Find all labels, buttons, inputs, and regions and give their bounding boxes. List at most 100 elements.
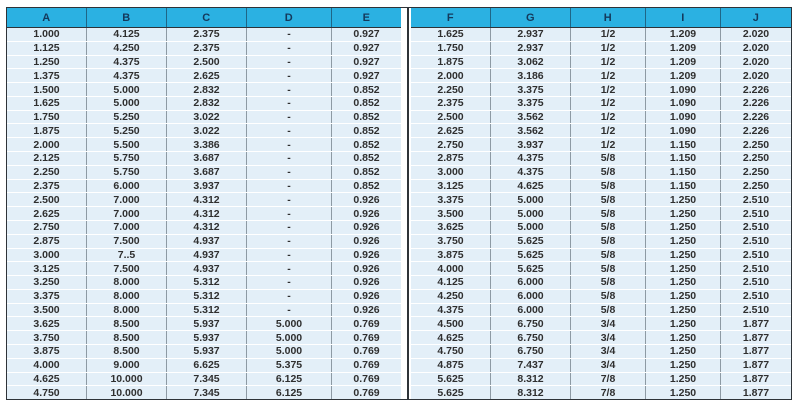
- table-cell-i: 1.250: [645, 317, 720, 331]
- table-cell-a: 3.375: [33, 290, 60, 303]
- table-row: 2.750 7.000 4.312-0.926: [7, 220, 401, 235]
- table-cell-d: -: [246, 262, 331, 276]
- table-cell-j: 2.250: [720, 165, 791, 179]
- table-cell-i: 1.150: [645, 138, 720, 152]
- table-cell-h: 1/2: [570, 41, 645, 55]
- table-cell-e: 0.852: [331, 96, 401, 110]
- table-cell-f: 3.625: [437, 221, 464, 234]
- table-cell-c: 3.937: [166, 179, 246, 193]
- table-row: 3.000 4.375 5/8 1.150 2.250: [411, 165, 791, 180]
- table-cell-h: 3/4: [570, 344, 645, 358]
- table-cell-g: 5.625: [490, 262, 570, 276]
- table-cell-h: 5/8: [570, 207, 645, 220]
- table-row: 3.750 5.625 5/8 1.250 2.510: [411, 234, 791, 249]
- table-row: 5.625 8.312 7/8 1.250 1.877: [411, 372, 791, 387]
- table-cell-c: 7.345: [166, 386, 246, 400]
- table-cell-e: 0.927: [331, 41, 401, 55]
- table-cell-c: 4.937: [166, 262, 246, 276]
- table-cell-b: 7.500: [86, 262, 166, 276]
- table-cell-g: 5.000: [490, 193, 570, 207]
- table-cell-a: 1.250: [33, 55, 60, 68]
- table-cell-c: 3.687: [166, 152, 246, 165]
- table-row: 3.375 8.000 5.312-0.926: [7, 289, 401, 304]
- table-cell-g: 3.375: [490, 96, 570, 110]
- table-cell-d: 5.000: [246, 344, 331, 358]
- table-cell-j: 2.020: [720, 55, 791, 69]
- table-cell-b: 7.000: [86, 220, 166, 234]
- table-cell-d: 5.375: [246, 358, 331, 372]
- table-cell-b: 4.250: [86, 41, 166, 55]
- table-body-right: 1.625 2.937 1/2 1.209 2.020 1.750 2.937 1/2 1.20…: [411, 28, 791, 400]
- table-cell-c: 3.386: [166, 138, 246, 152]
- table-cell-a: 1.125: [33, 42, 60, 55]
- table-cell-h: 5/8: [570, 289, 645, 303]
- table-cell-c: 6.625: [166, 358, 246, 372]
- table-cell-d: 6.125: [246, 372, 331, 386]
- table-cell-g: 4.625: [490, 179, 570, 193]
- table-cell-a: 2.625: [33, 207, 60, 220]
- table-cell-h: 1/2: [570, 124, 645, 138]
- table-cell-h: 7/8: [570, 386, 645, 400]
- table-cell-b: 7..5: [86, 248, 166, 262]
- table-cell-h: 3/4: [570, 358, 645, 372]
- table-cell-i: 1.250: [645, 248, 720, 262]
- table-cell-f: 4.875: [437, 359, 464, 372]
- table-cell-i: 1.209: [645, 41, 720, 55]
- table-center-divider-line: [407, 8, 409, 399]
- table-cell-a: 1.750: [33, 111, 60, 124]
- table-row: 2.625 3.562 1/2 1.090 2.226: [411, 124, 791, 139]
- table-row: 4.000 5.625 5/8 1.250 2.510: [411, 262, 791, 277]
- table-row: 4.750 10.000 7.345 6.125 0.769: [7, 386, 401, 400]
- table-cell-i: 1.090: [645, 83, 720, 96]
- column-header-i: I: [645, 8, 720, 27]
- table-cell-h: 5/8: [570, 234, 645, 248]
- table-cell-f: 3.375: [437, 193, 464, 206]
- table-cell-d: -: [246, 207, 331, 220]
- table-cell-d: -: [246, 179, 331, 193]
- column-header-a: A: [42, 11, 51, 24]
- table-cell-g: 5.625: [490, 248, 570, 262]
- table-cell-e: 0.927: [331, 55, 401, 69]
- table-cell-c: 5.937: [166, 317, 246, 331]
- table-cell-e: 0.926: [331, 262, 401, 276]
- table-cell-h: 1/2: [570, 96, 645, 110]
- table-cell-g: 8.312: [490, 372, 570, 386]
- table-cell-j: 2.510: [720, 289, 791, 303]
- table-cell-b: 7.000: [86, 193, 166, 207]
- table-cell-f: 2.250: [437, 83, 464, 96]
- table-cell-c: 4.312: [166, 207, 246, 220]
- table-cell-j: 2.510: [720, 193, 791, 207]
- table-cell-c: 2.625: [166, 69, 246, 83]
- table-cell-g: 6.750: [490, 317, 570, 331]
- table-cell-a: 2.000: [33, 138, 60, 151]
- table-row: 3.500 8.000 5.312-0.926: [7, 303, 401, 318]
- table-row: 3.500 5.000 5/8 1.250 2.510: [411, 207, 791, 221]
- table-cell-d: -: [246, 55, 331, 69]
- table-row: 2.625 7.000 4.312-0.926: [7, 207, 401, 221]
- table-cell-f: 5.625: [437, 386, 464, 399]
- table-cell-b: 4.375: [86, 69, 166, 83]
- table-cell-e: 0.769: [331, 344, 401, 358]
- table-cell-i: 1.150: [645, 152, 720, 165]
- table-cell-d: -: [246, 165, 331, 179]
- table-cell-g: 6.750: [490, 331, 570, 344]
- table-cell-b: 6.000: [86, 179, 166, 193]
- table-cell-j: 2.020: [720, 41, 791, 55]
- column-header-j: J: [720, 8, 791, 27]
- table-cell-b: 5.250: [86, 124, 166, 138]
- table-row: 2.875 4.375 5/8 1.150 2.250: [411, 152, 791, 166]
- table-cell-i: 1.209: [645, 55, 720, 69]
- table-cell-g: 6.750: [490, 344, 570, 358]
- table-row: 4.625 6.750 3/4 1.250 1.877: [411, 331, 791, 345]
- table-cell-j: 2.510: [720, 234, 791, 248]
- table-cell-c: 5.937: [166, 344, 246, 358]
- table-cell-g: 5.625: [490, 234, 570, 248]
- table-cell-h: 1/2: [570, 83, 645, 96]
- column-header-b: B: [86, 8, 166, 27]
- table-cell-i: 1.250: [645, 372, 720, 386]
- table-row: 4.750 6.750 3/4 1.250 1.877: [411, 344, 791, 359]
- table-cell-i: 1.250: [645, 344, 720, 358]
- table-cell-e: 0.852: [331, 165, 401, 179]
